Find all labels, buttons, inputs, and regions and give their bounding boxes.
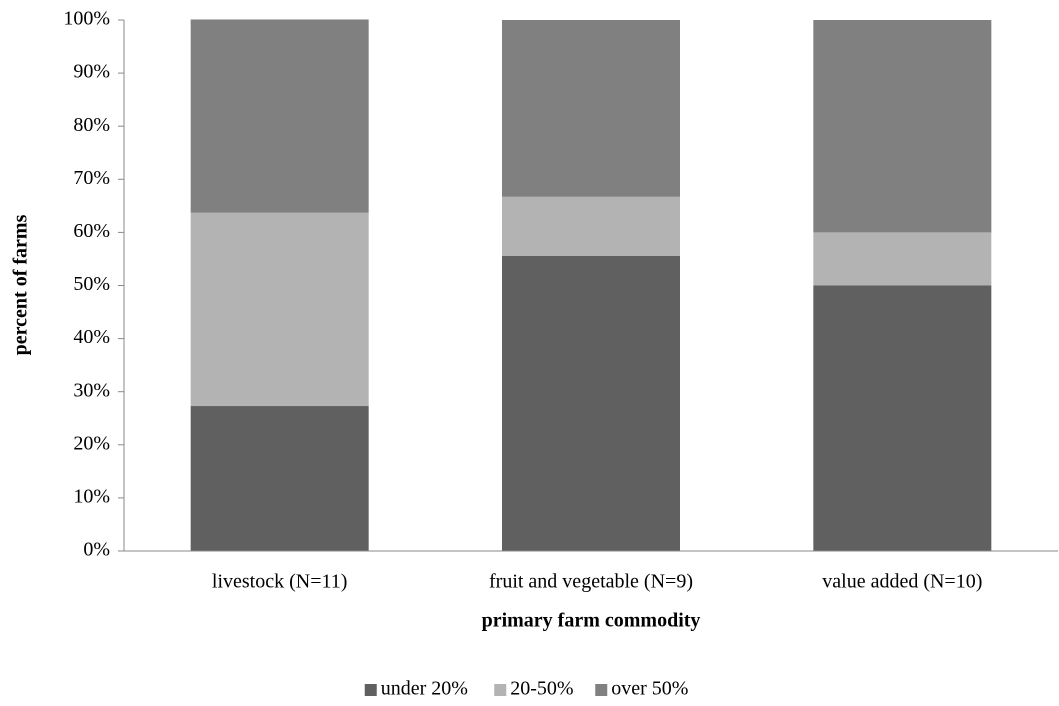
x-tick-label: livestock (N=11)	[212, 571, 348, 593]
bar-segment	[190, 406, 369, 551]
y-tick-label: 0%	[83, 539, 110, 561]
y-tick-label: 70%	[73, 167, 110, 189]
y-tick-label: 50%	[73, 273, 110, 295]
y-axis-title: percent of farms	[10, 214, 32, 355]
legend-label: under 20%	[381, 678, 468, 700]
y-tick-label: 40%	[73, 326, 110, 348]
legend-swatch	[364, 684, 377, 696]
legend-swatch	[595, 684, 608, 696]
legend-label: 20-50%	[510, 678, 573, 700]
legend-label: over 50%	[611, 678, 688, 700]
y-tick-label: 60%	[73, 220, 110, 242]
y-tick-label: 30%	[73, 379, 110, 401]
y-tick-label: 20%	[73, 432, 110, 454]
bar-segment	[813, 232, 992, 286]
bar-segment	[502, 196, 680, 256]
y-tick-label: 10%	[73, 485, 110, 507]
x-tick-label: value added (N=10)	[822, 571, 982, 593]
legend-swatch	[494, 684, 507, 696]
y-tick-label: 90%	[73, 61, 110, 83]
bar-segment	[813, 285, 992, 551]
bar-segment	[190, 212, 369, 407]
x-axis-title: primary farm commodity	[482, 610, 701, 632]
y-tick-label: 100%	[63, 8, 110, 30]
y-tick-label: 80%	[73, 114, 110, 136]
bar-segment	[502, 20, 680, 197]
bar-segment	[502, 255, 680, 552]
bar-segment	[813, 20, 992, 233]
bar-segment	[190, 19, 369, 213]
x-tick-label: fruit and vegetable (N=9)	[489, 571, 693, 593]
